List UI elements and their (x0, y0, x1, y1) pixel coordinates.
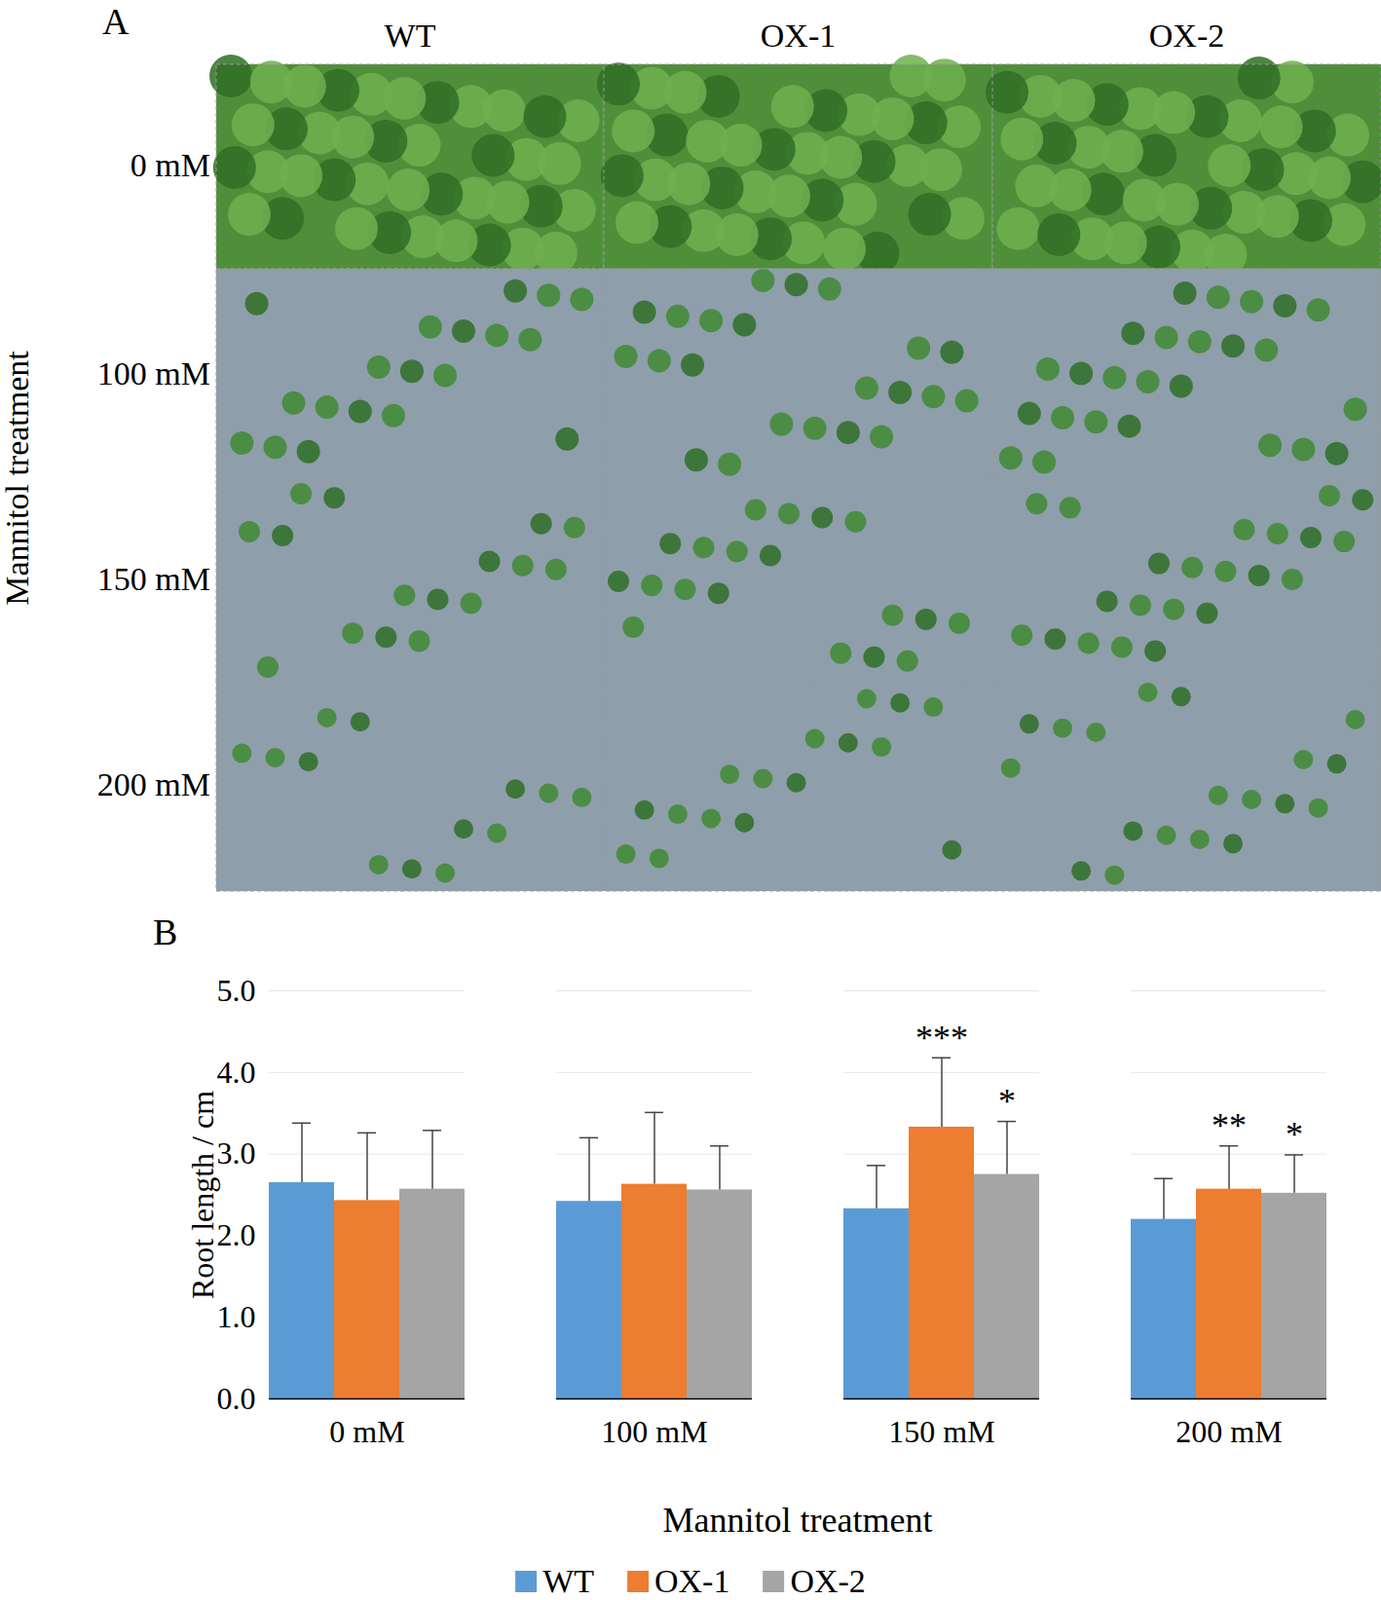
svg-text:0.0: 0.0 (217, 1381, 257, 1417)
svg-text:*: * (998, 1082, 1016, 1121)
html-text:OX-2: OX-2 (1149, 17, 1225, 54)
svg-text:***: *** (915, 1018, 969, 1058)
svg-text:200 mM: 200 mM (1175, 1414, 1282, 1450)
html-text:A: A (102, 0, 130, 42)
html-text:150 mM: 150 mM (97, 560, 211, 598)
html-text:WT: WT (542, 1563, 595, 1600)
svg-text:4.0: 4.0 (217, 1054, 257, 1090)
svg-text:0 mM: 0 mM (329, 1414, 405, 1450)
svg-text:5.0: 5.0 (217, 972, 257, 1008)
html-text:WT: WT (384, 17, 436, 54)
html-text:Mannitol treatment: Mannitol treatment (662, 1500, 933, 1540)
html-text:OX-1: OX-1 (654, 1563, 730, 1600)
html-text:Mannitol treatment: Mannitol treatment (0, 350, 36, 606)
html-text:OX-2: OX-2 (790, 1563, 866, 1600)
svg-text:150 mM: 150 mM (888, 1414, 995, 1450)
svg-text:*: * (1285, 1115, 1304, 1155)
svg-text:100 mM: 100 mM (600, 1414, 708, 1450)
svg-text:1.0: 1.0 (217, 1299, 257, 1335)
html-text:B: B (152, 911, 178, 953)
svg-text:3.0: 3.0 (217, 1135, 257, 1171)
html-text:100 mM: 100 mM (97, 354, 211, 392)
html-text:OX-1: OX-1 (760, 17, 836, 54)
svg-text:2.0: 2.0 (217, 1217, 257, 1253)
svg-text:**: ** (1211, 1106, 1247, 1146)
svg-text:Root length / cm: Root length / cm (185, 1090, 221, 1300)
html-text:200 mM: 200 mM (97, 766, 211, 803)
html-text:0 mM: 0 mM (130, 147, 211, 184)
